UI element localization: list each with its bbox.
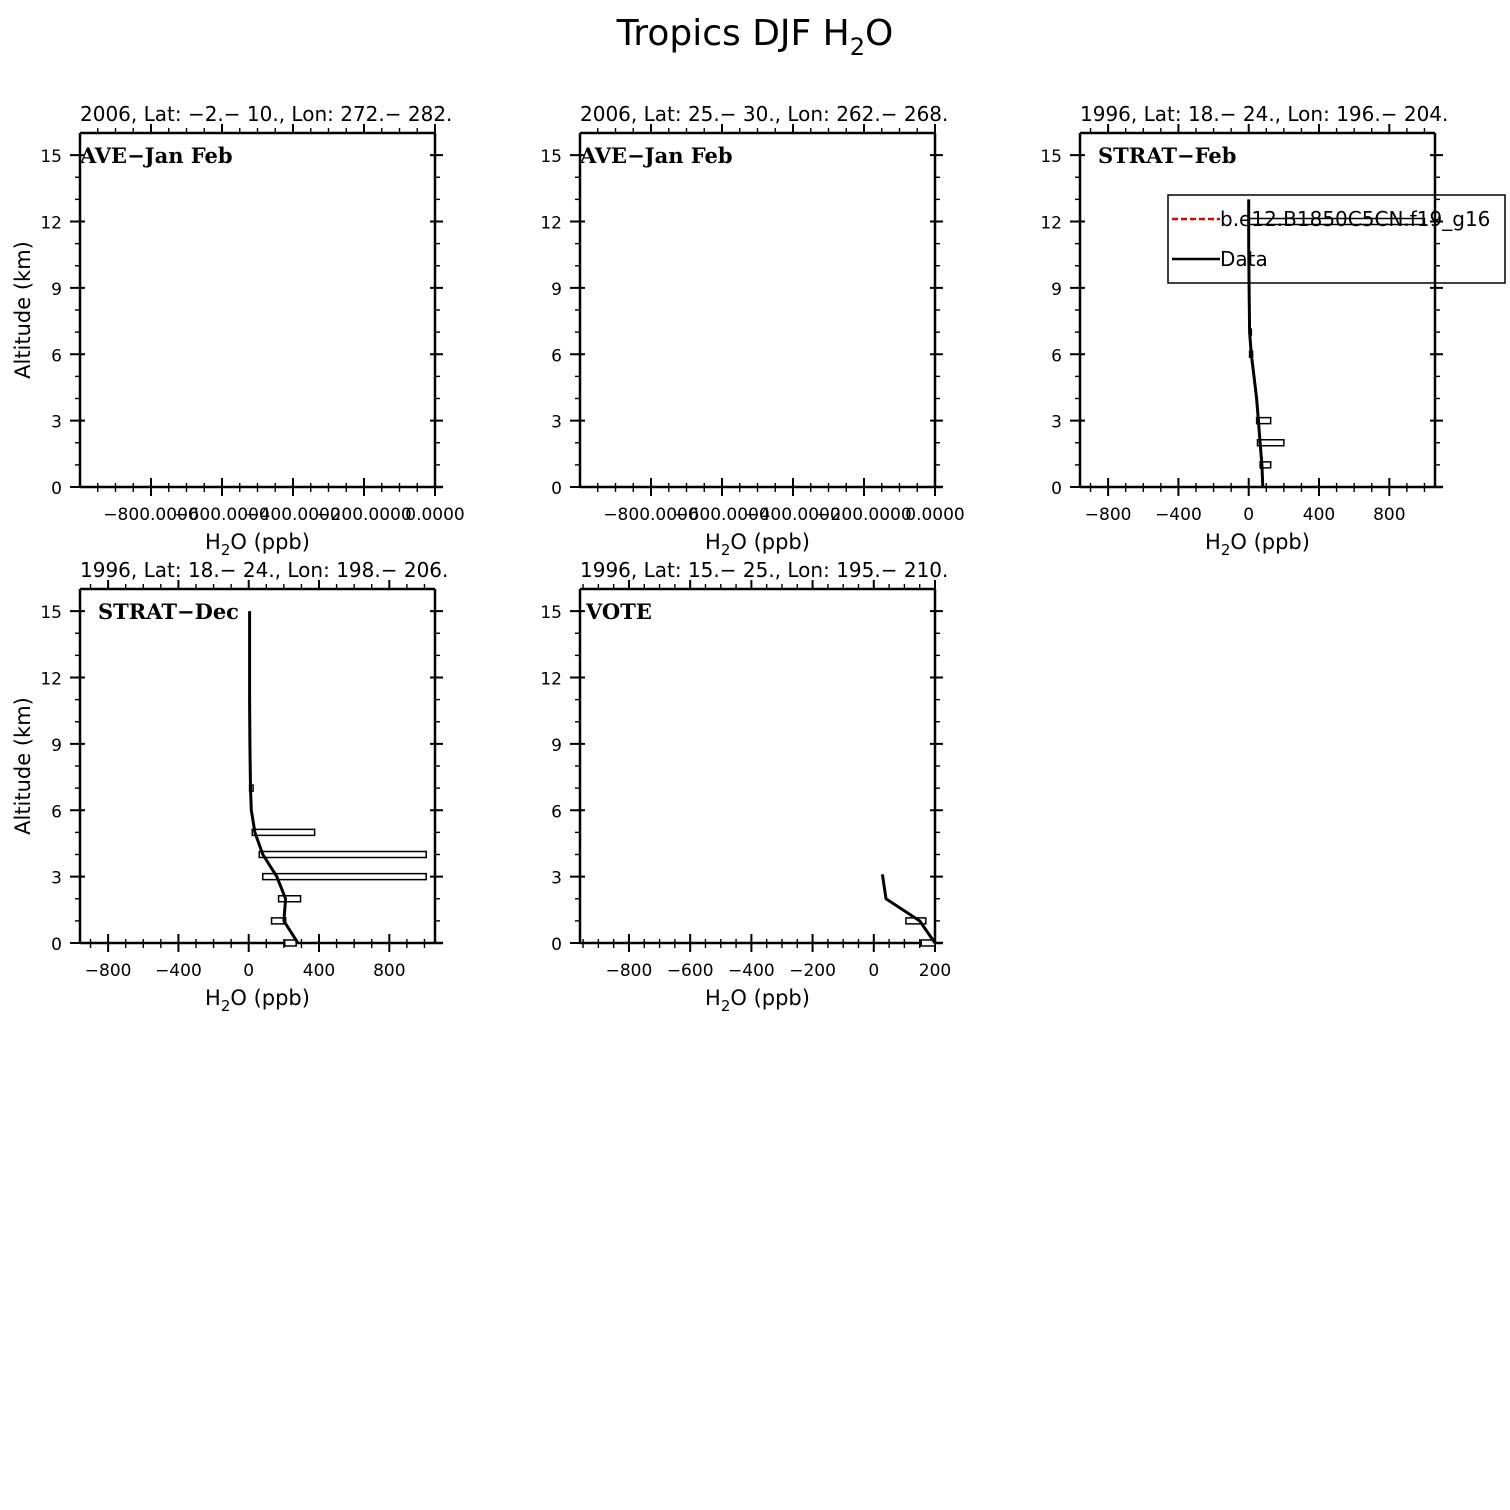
y-tick-label: 15 (540, 603, 562, 623)
y-tick-label: 0 (51, 935, 62, 955)
panel-2: 0 3 6 9 12 15 −800.0000−600.0000−400.0000−200.… (540, 102, 964, 559)
x-tick-label: 800 (373, 961, 405, 981)
y-tick-label: 12 (540, 214, 562, 234)
panel-title: 1996, Lat: 18.− 24., Lon: 198.− 206. (80, 558, 448, 582)
y-tick-label: 6 (51, 802, 62, 822)
x-tick-label: −200 (789, 961, 836, 981)
y-axis-label: Altitude (km) (11, 697, 35, 835)
y-tick-label: 3 (1051, 413, 1062, 433)
panel-title: 2006, Lat: 25.− 30., Lon: 262.− 268. (580, 102, 948, 126)
y-tick-label: 12 (1040, 214, 1062, 234)
x-tick-label: 0 (1243, 505, 1254, 525)
legend: b.e12.B1850C5CN.f19_g16 Data (1167, 194, 1506, 284)
y-tick-label: 15 (540, 147, 562, 167)
x-axis-label: H2O (ppb) (705, 986, 810, 1015)
x-tick-label: 800 (1373, 505, 1405, 525)
x-tick-label: −600 (667, 961, 714, 981)
legend-box (1167, 194, 1506, 284)
y-tick-label: 6 (51, 346, 62, 366)
y-tick-label: 0 (1051, 479, 1062, 499)
y-tick-label: 15 (1040, 147, 1062, 167)
panel-title: 1996, Lat: 18.− 24., Lon: 196.− 204. (1080, 102, 1448, 126)
x-tick-label: 0.0000 (405, 505, 464, 525)
data-profile-line (248, 611, 300, 944)
error-bar (262, 872, 427, 881)
campaign-label: STRAT−Dec (98, 599, 239, 624)
error-bar (251, 828, 316, 837)
y-tick-label: 6 (551, 346, 562, 366)
y-tick-label: 3 (51, 869, 62, 889)
data-profile-line (880, 874, 937, 944)
y-tick-label: 3 (551, 413, 562, 433)
panel-1: 0 3 6 9 12 15 −800.0000−600.0000−400.0000−200.… (11, 102, 465, 559)
y-tick-label: 0 (551, 935, 562, 955)
x-axis-label: H2O (ppb) (705, 530, 810, 559)
x-tick-label: −800 (85, 961, 132, 981)
y-tick-label: 0 (51, 479, 62, 499)
error-bar (1259, 461, 1272, 469)
campaign-label: VOTE (585, 599, 652, 624)
x-tick-label: 0 (243, 961, 254, 981)
x-tick-label: −200.0000 (316, 505, 411, 525)
y-tick-label: 9 (1051, 280, 1062, 300)
x-axis-label: H2O (ppb) (205, 530, 310, 559)
x-tick-label: −400.0000 (745, 505, 840, 525)
campaign-label: STRAT−Feb (1098, 143, 1236, 168)
x-tick-label: −400 (1155, 505, 1202, 525)
x-axis-label: H2O (ppb) (205, 986, 310, 1015)
x-tick-label: 0 (868, 961, 879, 981)
x-tick-label: −800 (606, 961, 653, 981)
x-tick-label: −800.0000 (603, 505, 698, 525)
panel-4: 0 3 6 9 12 15 −800 −400 0 400 800 1996, Lat: 18.− 2… (11, 558, 448, 1015)
x-tick-label: 400 (1303, 505, 1335, 525)
x-tick-label: −800.0000 (103, 505, 198, 525)
panel-title: 1996, Lat: 15.− 25., Lon: 195.− 210. (580, 558, 948, 582)
error-bar (277, 895, 302, 903)
panel-5: 0 3 6 9 12 15 −800 −600 −400 −200 0 200 1996, Lat: 1… (540, 558, 951, 1015)
y-tick-label: 15 (40, 603, 62, 623)
y-tick-label: 9 (51, 280, 62, 300)
y-tick-label: 9 (51, 736, 62, 756)
error-bar (1255, 416, 1272, 425)
x-tick-label: 200 (919, 961, 951, 981)
x-tick-label: −600.0000 (174, 505, 269, 525)
y-tick-label: 12 (40, 670, 62, 690)
y-tick-label: 12 (540, 670, 562, 690)
x-tick-label: −400.0000 (245, 505, 340, 525)
error-bar (283, 939, 297, 947)
y-tick-label: 0 (551, 479, 562, 499)
y-tick-label: 15 (40, 147, 62, 167)
y-tick-label: 12 (40, 214, 62, 234)
campaign-label: AVE−Jan Feb (579, 143, 733, 168)
x-tick-label: 0.0000 (905, 505, 964, 525)
x-tick-label: −400 (728, 961, 775, 981)
figure-title: Tropics DJF H2O (616, 13, 894, 61)
data-profile-line (1247, 199, 1265, 488)
panel-3: 0 3 6 9 12 15 −800 −400 0 400 800 1996, Lat: 18.− 2… (1040, 102, 1506, 559)
x-tick-label: 400 (303, 961, 335, 981)
x-axis-label: H2O (ppb) (1205, 530, 1310, 559)
error-bar (258, 850, 427, 859)
x-tick-label: −200.0000 (816, 505, 911, 525)
y-tick-label: 6 (551, 802, 562, 822)
panel-title: 2006, Lat: −2.− 10., Lon: 272.− 282. (80, 102, 452, 126)
y-tick-label: 6 (1051, 346, 1062, 366)
campaign-label: AVE−Jan Feb (79, 143, 233, 168)
x-tick-label: −600.0000 (674, 505, 769, 525)
y-tick-label: 9 (551, 280, 562, 300)
legend-label: Data (1220, 247, 1268, 271)
x-tick-label: −400 (155, 961, 202, 981)
legend-label: b.e12.B1850C5CN.f19_g16 (1220, 207, 1490, 231)
x-tick-label: −800 (1085, 505, 1132, 525)
y-tick-label: 3 (51, 413, 62, 433)
y-tick-label: 3 (551, 869, 562, 889)
y-tick-label: 9 (551, 736, 562, 756)
y-axis-label: Altitude (km) (11, 241, 35, 379)
error-bar (1256, 439, 1285, 447)
